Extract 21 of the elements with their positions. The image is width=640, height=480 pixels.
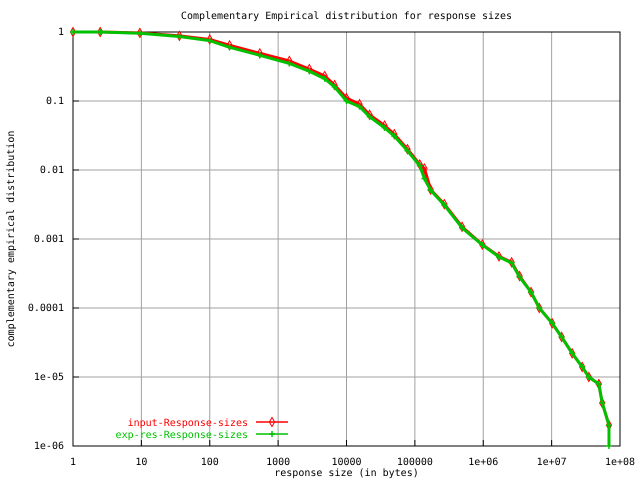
x-tick-label: 1 [70, 457, 76, 468]
x-tick-label: 1e+07 [536, 457, 567, 468]
x-tick-label: 1e+08 [604, 457, 636, 468]
y-tick-label: 0.01 [40, 165, 64, 176]
y-tick-label: 1e-05 [34, 372, 64, 384]
y-axis-title: complementary empirical distribution [6, 130, 17, 348]
chart-title: Complementary Empirical distribution for response sizes [180, 11, 512, 22]
x-tick-label: 10 [135, 457, 148, 468]
x-tick-label: 100000 [396, 457, 433, 468]
legend-label: input-Response-sizes [128, 418, 248, 429]
x-tick-label: 1000 [266, 457, 290, 468]
x-tick-label: 1e+06 [468, 457, 498, 468]
x-tick-label: 100 [200, 457, 219, 468]
x-tick-label: 10000 [331, 457, 362, 468]
y-tick-label: 0.1 [46, 96, 64, 108]
legend-label: exp-res-Response-sizes [116, 430, 248, 441]
y-tick-label: 1e-06 [34, 441, 64, 452]
y-tick-label: 1 [58, 27, 64, 38]
y-tick-label: 0.0001 [28, 303, 64, 314]
x-axis-title: response size (in bytes) [274, 468, 419, 479]
y-tick-label: 0.001 [34, 234, 64, 246]
